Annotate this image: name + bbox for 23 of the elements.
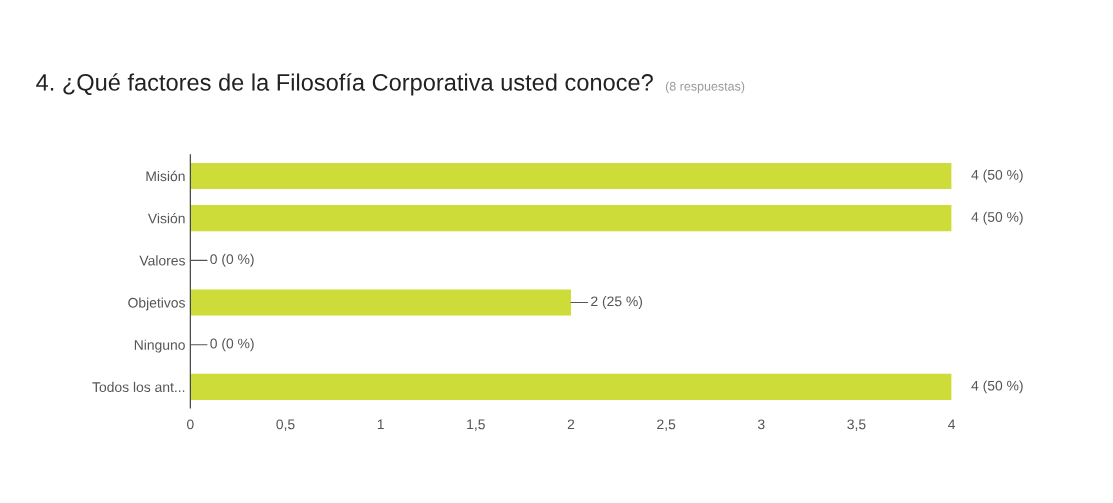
- data-label: 4 (50 %): [971, 211, 1023, 225]
- y-tick-label: Visión: [147, 212, 185, 224]
- data-label: 0 (0 %): [210, 253, 254, 267]
- y-tick-label: Valores: [139, 255, 185, 266]
- x-tick-label: 2,5: [657, 419, 676, 431]
- y-tick-label: Objetivos: [128, 297, 185, 311]
- chart-subtitle: (8 respuestas): [665, 81, 745, 94]
- x-tick-label: 0,5: [276, 419, 295, 431]
- x-tick-label: 3,5: [847, 419, 866, 431]
- y-tick-label: Ninguno: [134, 339, 185, 353]
- y-tick-label: Todos los ant...: [92, 381, 185, 393]
- x-tick-label: 1,5: [467, 419, 485, 431]
- data-label: 0 (0 %): [210, 338, 254, 352]
- data-label: 4 (50 %): [971, 169, 1023, 183]
- x-tick-label: 0: [187, 419, 194, 430]
- x-tick-label: 3: [757, 419, 765, 430]
- chart-title: 4. ¿Qué factores de la Filosofía Corporativa usted conoce?: [36, 73, 653, 96]
- data-label: 2 (25 %): [591, 296, 643, 309]
- data-label: 4 (50 %): [971, 380, 1023, 394]
- y-tick-label: Misión: [146, 170, 185, 182]
- x-tick-label: 1: [377, 419, 384, 430]
- x-tick-label: 4: [948, 419, 956, 430]
- x-tick-label: 2: [567, 419, 575, 430]
